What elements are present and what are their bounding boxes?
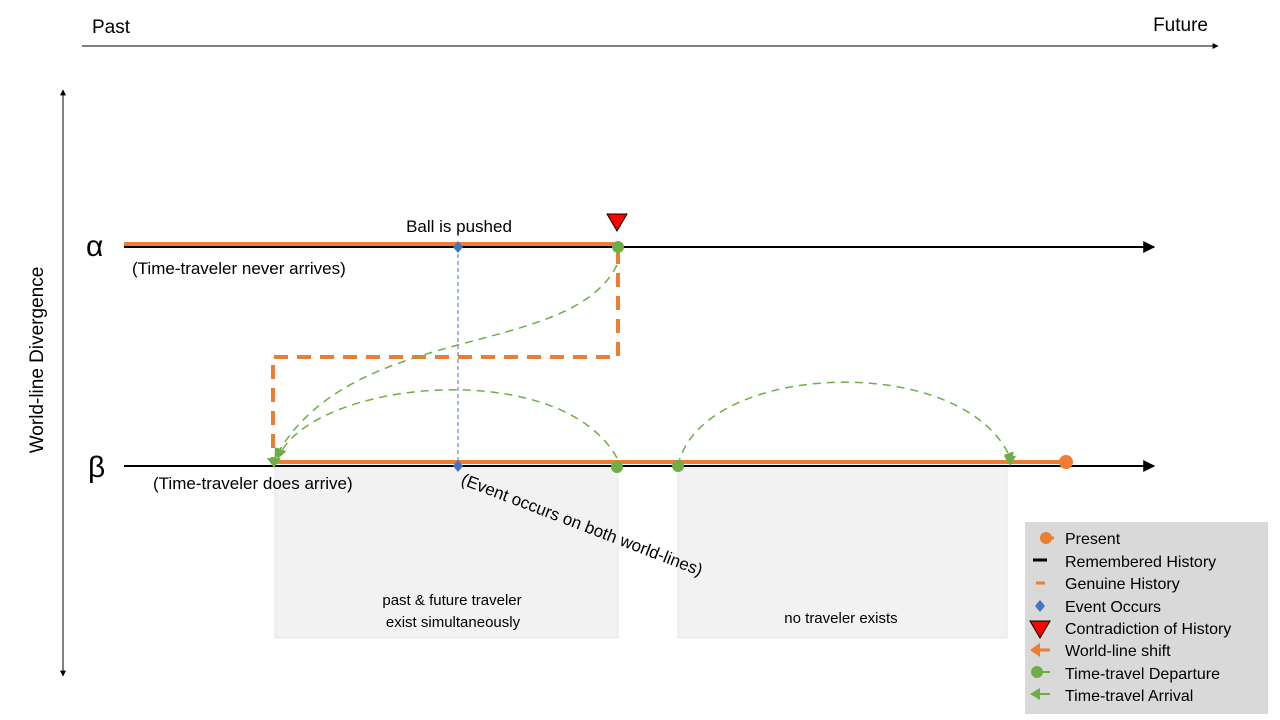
event-label: Ball is pushed (406, 217, 512, 236)
legend-label-shift: World-line shift (1065, 643, 1171, 660)
arrival-marker-beta (267, 458, 281, 468)
past-label: Past (92, 17, 131, 38)
alpha-caption: (Time-traveler never arrives) (132, 259, 346, 278)
beta-symbol: β (88, 451, 105, 484)
departure-marker-beta-1 (611, 461, 623, 473)
alpha-symbol: α (86, 230, 103, 263)
legend-label-genuine: Genuine History (1065, 576, 1180, 593)
region-simultaneous-label-1: past & future traveler (382, 592, 521, 609)
region-simultaneous-label-2: exist simultaneously (386, 614, 521, 631)
present-marker (1059, 455, 1073, 469)
legend-item-shift: World-line shift (1030, 643, 1171, 660)
arrival-marker-future (1004, 456, 1016, 466)
legend-label-departure: Time-travel Departure (1065, 666, 1220, 683)
beta-caption: (Time-traveler does arrive) (153, 474, 353, 493)
legend-box (1025, 522, 1268, 714)
legend: Present Remembered History Genuine Histo… (1025, 522, 1268, 714)
region-no-traveler-label: no traveler exists (784, 610, 897, 627)
legend-item-departure: Time-travel Departure (1031, 666, 1220, 683)
legend-label-remembered: Remembered History (1065, 554, 1216, 571)
travel-arc-alpha-to-beta (274, 264, 618, 459)
event-marker-beta (453, 460, 463, 472)
legend-item-arrival: Time-travel Arrival (1030, 688, 1193, 705)
contradiction-marker (606, 213, 628, 232)
region-simultaneous (274, 465, 619, 639)
event-marker-alpha (453, 241, 463, 253)
region-no-traveler (677, 465, 1008, 639)
legend-item-contradiction: Contradiction of History (1029, 620, 1231, 639)
legend-item-present: Present (1040, 531, 1121, 548)
legend-label-present: Present (1065, 531, 1121, 548)
legend-item-event: Event Occurs (1035, 599, 1161, 616)
legend-item-genuine: Genuine History (1036, 576, 1180, 593)
legend-label-arrival: Time-travel Arrival (1065, 688, 1193, 705)
departure-marker-beta-2 (672, 460, 684, 472)
legend-label-event: Event Occurs (1065, 599, 1161, 616)
departure-marker-alpha (612, 241, 624, 253)
worldline-shift-path (271, 250, 620, 460)
divergence-label: World-line Divergence (27, 267, 48, 454)
legend-label-contradiction: Contradiction of History (1065, 621, 1231, 638)
legend-item-remembered: Remembered History (1033, 554, 1216, 571)
future-label: Future (1153, 15, 1208, 36)
travel-arc-beta-return (276, 389, 618, 459)
travel-arc-forward (677, 381, 1014, 467)
